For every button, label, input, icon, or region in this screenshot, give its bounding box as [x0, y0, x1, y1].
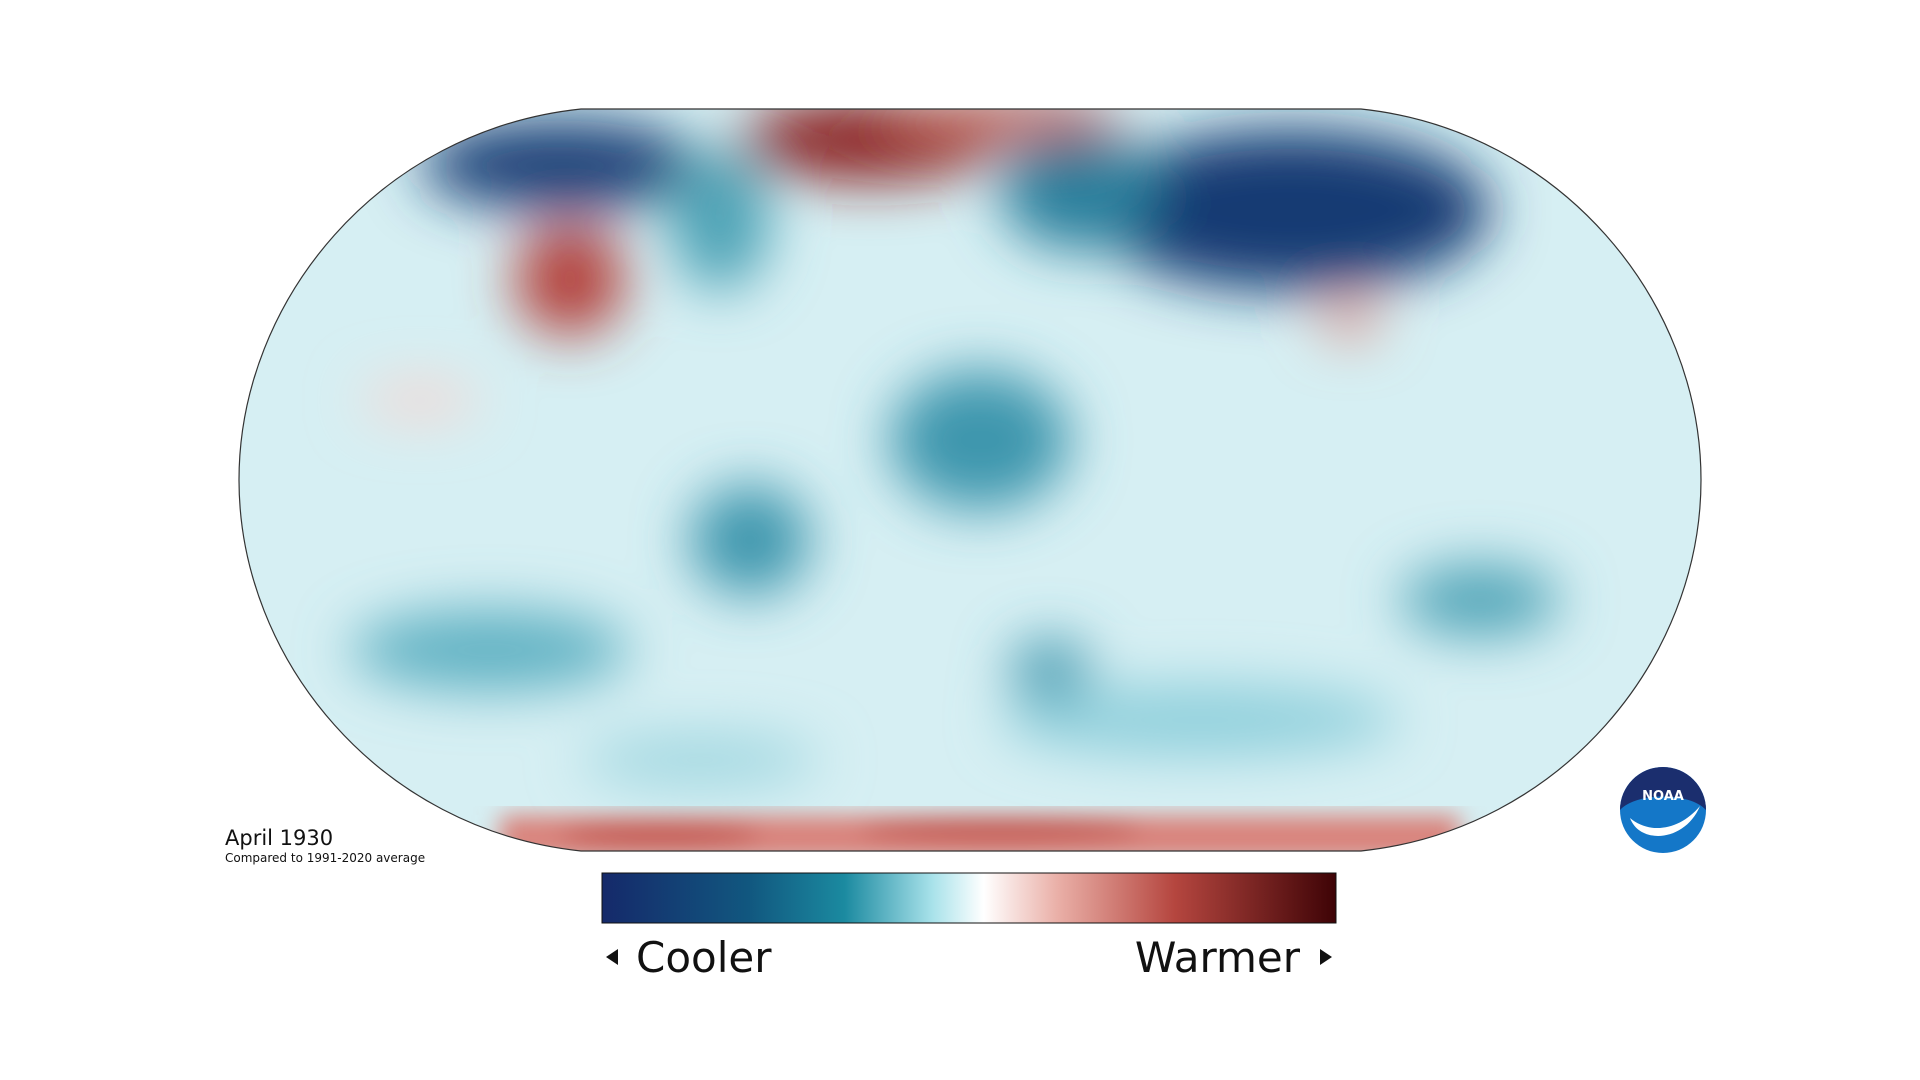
map-outline — [238, 108, 1702, 852]
warmer-arrow — [1320, 949, 1332, 965]
map-title: April 1930 — [225, 826, 333, 850]
noaa-logo: NOAA — [1620, 767, 1706, 853]
logo-text: NOAA — [1642, 789, 1684, 804]
legend-low-label: Cooler — [636, 933, 772, 982]
legend-high-label: Warmer — [1135, 933, 1301, 982]
map-subtitle: Compared to 1991-2020 average — [225, 851, 425, 865]
cooler-arrow — [606, 949, 618, 965]
anomaly-map — [239, 109, 1701, 851]
color-scale — [601, 872, 1337, 924]
